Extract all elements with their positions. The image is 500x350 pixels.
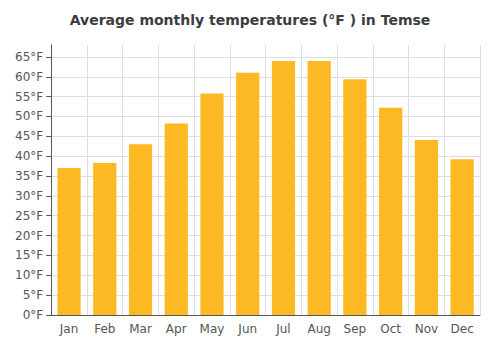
svg-text:Jan: Jan [59,322,79,336]
svg-text:Nov: Nov [415,322,438,336]
svg-text:Oct: Oct [380,322,401,336]
svg-text:Dec: Dec [451,322,474,336]
svg-text:40°F: 40°F [15,149,43,163]
svg-text:Jul: Jul [275,322,290,336]
svg-text:10°F: 10°F [15,268,43,282]
svg-text:60°F: 60°F [15,70,43,84]
svg-text:50°F: 50°F [15,109,43,123]
svg-text:5°F: 5°F [23,288,44,302]
svg-text:Average monthly temperatures (: Average monthly temperatures (°F ) in Te… [70,12,431,28]
svg-text:65°F: 65°F [15,50,43,64]
svg-text:15°F: 15°F [15,248,43,262]
svg-text:Apr: Apr [166,322,187,336]
svg-text:45°F: 45°F [15,129,43,143]
svg-text:Aug: Aug [307,322,330,336]
svg-text:25°F: 25°F [15,209,43,223]
svg-text:Mar: Mar [129,322,152,336]
svg-text:0°F: 0°F [23,308,44,322]
svg-text:55°F: 55°F [15,90,43,104]
svg-text:May: May [200,322,225,336]
svg-text:30°F: 30°F [15,189,43,203]
svg-text:Jun: Jun [237,322,257,336]
svg-text:20°F: 20°F [15,229,43,243]
svg-text:35°F: 35°F [15,169,43,183]
svg-text:Sep: Sep [344,322,367,336]
svg-text:Feb: Feb [94,322,115,336]
